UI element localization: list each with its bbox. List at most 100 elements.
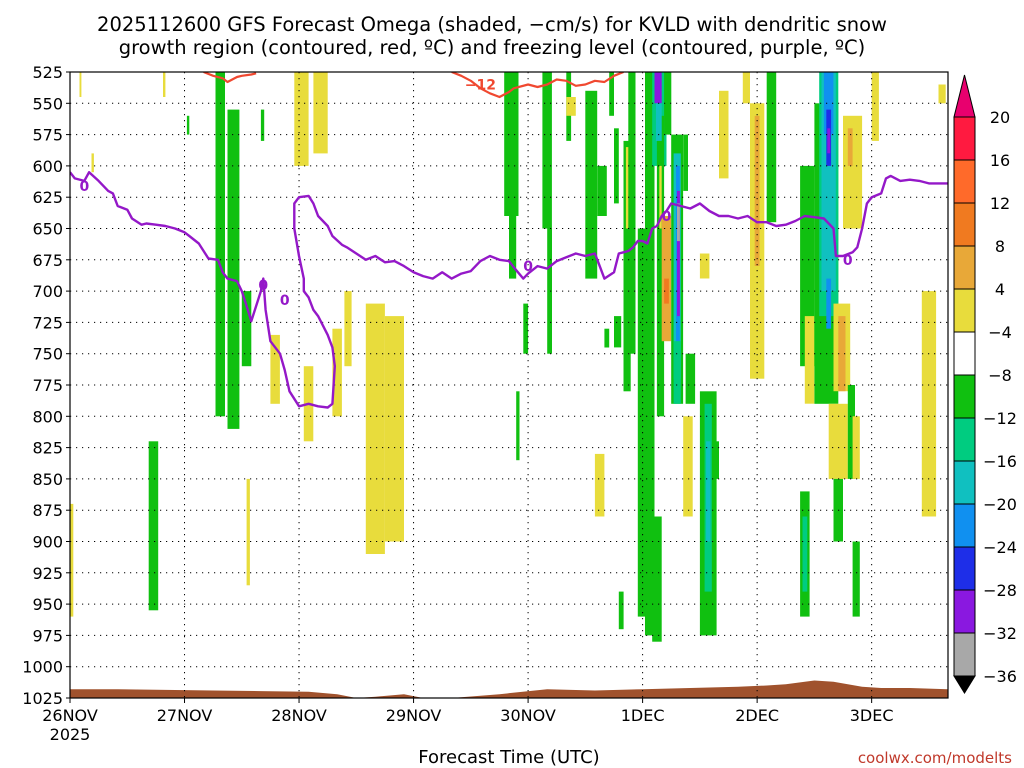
x-tick-sublabel-year: 2025	[50, 725, 91, 744]
colorbar-swatch-4	[953, 288, 976, 333]
omega-cell-88	[871, 72, 879, 141]
chart-title-line-1: 2025112600 GFS Forecast Omega (shaded, −…	[97, 13, 887, 36]
freezing-contour-label-5: 0	[843, 253, 853, 269]
colorbar-label-11: −28	[983, 581, 1017, 600]
omega-cell-55	[685, 353, 696, 404]
omega-cell-56	[683, 416, 693, 517]
omega-cell-62	[699, 253, 710, 279]
x-tick-label-30NOV: 30NOV	[500, 706, 556, 725]
credit-text: coolwx.com/modelts	[858, 749, 1012, 767]
omega-cell-61	[714, 441, 719, 479]
colorbar-label-5: −4	[988, 323, 1012, 342]
y-tick-label-650: 650	[32, 220, 63, 239]
colorbar-label-0: 20	[990, 108, 1010, 127]
terrain-layer	[70, 680, 948, 698]
omega-cell-42	[654, 72, 662, 104]
omega-cell-47	[664, 278, 669, 304]
y-tick-label-525: 525	[32, 63, 63, 82]
omega-cell-35	[623, 140, 631, 392]
colorbar-swatch-11	[953, 589, 976, 634]
colorbar-label-13: −36	[983, 667, 1017, 686]
omega-cell-44	[659, 165, 662, 229]
omega-cell-57	[683, 134, 688, 191]
omega-cell-83	[847, 385, 855, 479]
omega-cell-39	[645, 72, 655, 636]
omega-shading	[70, 72, 946, 642]
omega-cell-43	[656, 103, 662, 141]
omega-cell-30	[594, 453, 605, 517]
omega-cell-85	[843, 115, 863, 229]
colorbar-swatch-10	[953, 546, 976, 591]
y-tick-label-700: 700	[32, 282, 63, 301]
colorbar-bottom-arrow	[953, 675, 976, 694]
omega-cell-6	[215, 72, 225, 417]
omega-cell-12	[294, 72, 309, 166]
colorbar-label-4: 4	[995, 280, 1005, 299]
y-tick-label-925: 925	[32, 564, 63, 583]
colorbar-top-arrow	[953, 74, 976, 118]
omega-cell-63	[719, 90, 729, 179]
terrain-ground	[70, 680, 948, 698]
colorbar-label-1: 16	[990, 151, 1010, 170]
omega-cell-52	[677, 190, 680, 317]
colorbar-label-10: −24	[983, 538, 1017, 557]
y-tick-label-1000: 1000	[22, 658, 63, 677]
y-tick-label-675: 675	[32, 251, 63, 270]
omega-cell-89	[921, 291, 937, 517]
colorbar-swatch-1	[953, 159, 976, 204]
y-tick-label-625: 625	[32, 188, 63, 207]
omega-cell-29	[604, 328, 610, 348]
colorbar-swatch-12	[953, 632, 976, 677]
colorbar-swatch-8	[953, 460, 976, 505]
omega-cell-17	[365, 303, 385, 554]
grid	[70, 72, 948, 698]
freezing-contour-line-0	[70, 171, 948, 409]
omega-cell-1	[79, 72, 82, 97]
y-tick-label-575: 575	[32, 126, 63, 145]
y-tick-label-975: 975	[32, 626, 63, 645]
omega-cell-33	[614, 316, 622, 348]
omega-cell-67	[766, 72, 777, 223]
omega-cell-19	[504, 72, 519, 216]
omega-cell-69	[804, 316, 815, 404]
y-tick-label-875: 875	[32, 501, 63, 520]
omega-cell-84	[852, 541, 860, 617]
colorbar-label-3: 8	[995, 237, 1005, 256]
colorbar-swatch-5	[953, 331, 976, 376]
freezing-level-contour	[70, 171, 948, 409]
omega-cell-53	[677, 203, 680, 242]
omega-cell-66	[754, 115, 760, 266]
omega-cell-37	[628, 72, 636, 354]
omega-cell-45	[652, 516, 662, 642]
freezing-contour-label-1: 0	[258, 278, 268, 294]
omega-cell-31	[609, 72, 614, 116]
dgz-contour	[203, 72, 624, 99]
freezing-contour-label-2: 0	[280, 293, 290, 309]
y-tick-label-825: 825	[32, 439, 63, 458]
omega-cell-27	[585, 90, 598, 279]
omega-cell-14	[313, 72, 328, 154]
y-tick-label-550: 550	[32, 94, 63, 113]
x-tick-label-26NOV: 26NOV	[42, 706, 98, 725]
omega-cell-71	[802, 516, 808, 592]
omega-cell-23	[542, 72, 552, 229]
freezing-contour-label-3: 0	[523, 259, 533, 275]
colorbar-label-8: −16	[983, 452, 1017, 471]
y-tick-label-900: 900	[32, 533, 63, 552]
omega-cell-64	[742, 72, 750, 104]
omega-cell-75	[823, 72, 834, 135]
omega-cell-80	[838, 316, 846, 392]
omega-cell-20	[509, 216, 517, 279]
colorbar-swatch-7	[953, 417, 976, 462]
x-tick-label-27NOV: 27NOV	[157, 706, 213, 725]
y-tick-label-800: 800	[32, 407, 63, 426]
chart-title-line-2: growth region (contoured, red, ºC) and f…	[119, 36, 866, 59]
omega-cell-16	[344, 291, 352, 367]
colorbar-label-9: −20	[983, 495, 1017, 514]
y-tick-label-775: 775	[32, 376, 63, 395]
omega-cell-54	[673, 341, 681, 404]
colorbar-label-6: −8	[988, 366, 1012, 385]
omega-cell-60	[706, 441, 711, 542]
omega-cell-41	[656, 115, 665, 417]
